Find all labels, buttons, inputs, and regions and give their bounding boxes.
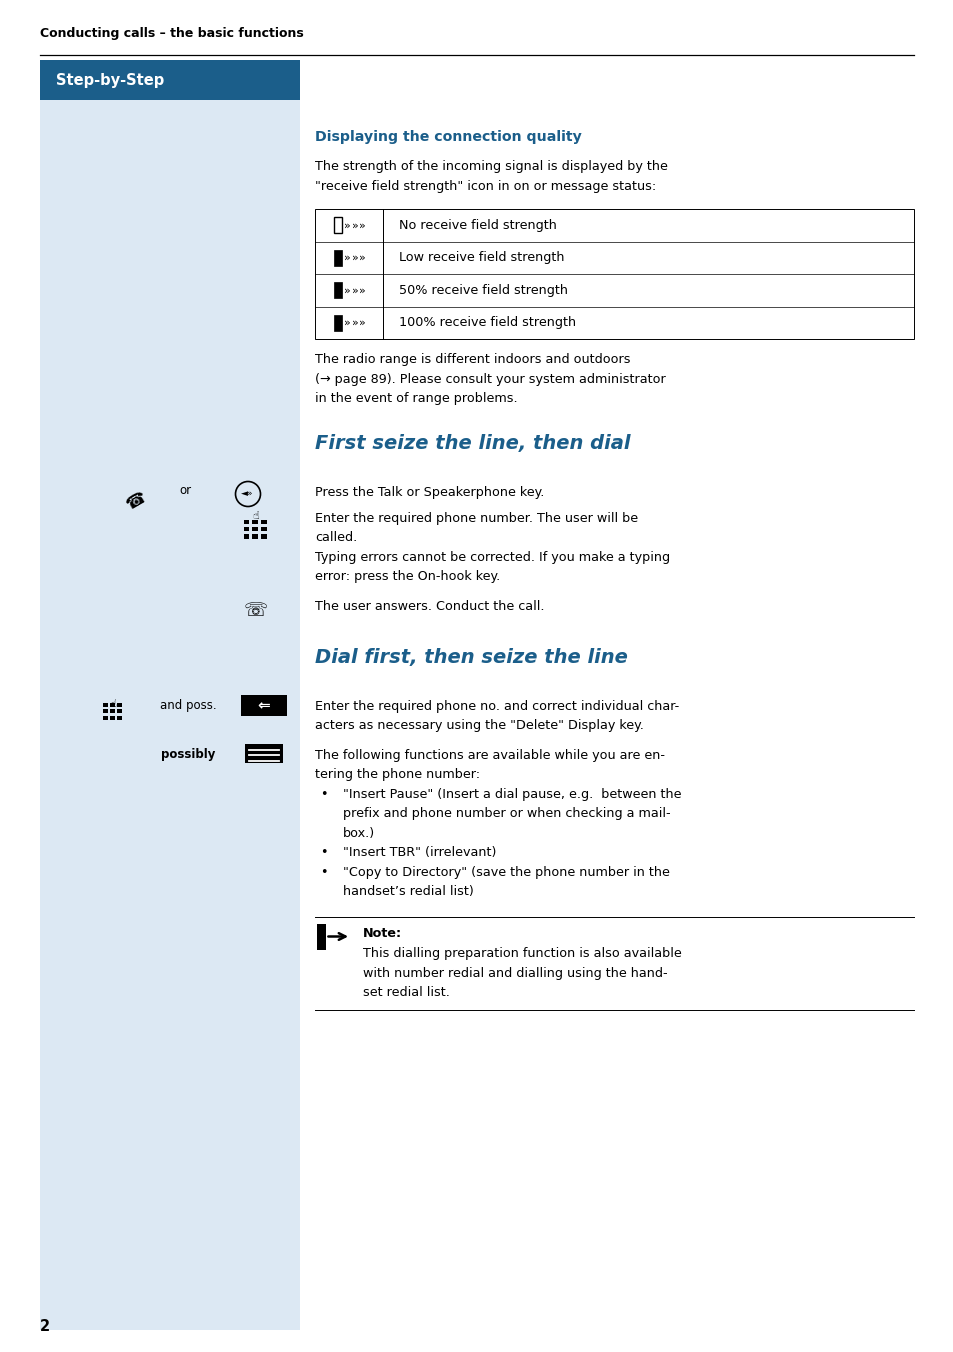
Text: prefix and phone number or when checking a mail-: prefix and phone number or when checking… — [343, 807, 670, 821]
Bar — [240, 695, 286, 717]
Bar — [244, 534, 249, 538]
Bar — [103, 703, 108, 707]
Bar — [110, 703, 115, 707]
Text: and poss.: and poss. — [160, 699, 216, 711]
Text: Displaying the connection quality: Displaying the connection quality — [314, 130, 581, 145]
Bar — [334, 218, 341, 234]
Bar — [40, 59, 299, 1330]
Text: The radio range is different indoors and outdoors: The radio range is different indoors and… — [314, 353, 630, 366]
Bar — [103, 715, 108, 719]
Bar — [314, 210, 913, 339]
Bar — [244, 744, 282, 763]
Bar — [316, 923, 325, 949]
Text: box.): box.) — [343, 826, 375, 840]
Text: error: press the On-hook key.: error: press the On-hook key. — [314, 571, 499, 583]
Bar — [334, 250, 341, 266]
Text: ◄»: ◄» — [240, 489, 253, 498]
Text: set redial list.: set redial list. — [363, 986, 450, 999]
Bar — [261, 527, 267, 531]
Text: ☝: ☝ — [253, 511, 259, 521]
Text: tering the phone number:: tering the phone number: — [314, 768, 479, 781]
Text: ☏: ☏ — [243, 600, 268, 619]
Text: (→ page 89). Please consult your system administrator: (→ page 89). Please consult your system … — [314, 373, 665, 385]
Text: or: or — [179, 484, 192, 496]
Bar — [110, 715, 115, 719]
Bar — [244, 519, 249, 523]
Text: 100% receive field strength: 100% receive field strength — [398, 316, 576, 330]
Text: »: » — [352, 220, 358, 230]
Text: "Insert Pause" (Insert a dial pause, e.g.  between the: "Insert Pause" (Insert a dial pause, e.g… — [343, 787, 680, 800]
Text: »: » — [352, 285, 358, 295]
Bar — [103, 710, 108, 713]
Text: •: • — [319, 865, 327, 879]
Text: »: » — [358, 318, 366, 327]
Text: Low receive field strength: Low receive field strength — [398, 251, 564, 264]
Bar — [253, 519, 258, 523]
Text: »: » — [344, 220, 351, 230]
Text: with number redial and dialling using the hand-: with number redial and dialling using th… — [363, 967, 667, 979]
Text: First seize the line, then dial: First seize the line, then dial — [314, 434, 630, 453]
Text: Dial first, then seize the line: Dial first, then seize the line — [314, 648, 627, 667]
Text: ☎: ☎ — [123, 488, 150, 514]
Bar — [253, 527, 258, 531]
Text: No receive field strength: No receive field strength — [398, 219, 557, 231]
Text: handset’s redial list): handset’s redial list) — [343, 886, 474, 898]
Bar — [253, 534, 258, 538]
Text: This dialling preparation function is also available: This dialling preparation function is al… — [363, 946, 681, 960]
Bar — [261, 534, 267, 538]
Text: Enter the required phone number. The user will be: Enter the required phone number. The use… — [314, 511, 638, 525]
Bar — [334, 283, 341, 299]
Text: ⇐: ⇐ — [257, 698, 270, 713]
Text: Conducting calls – the basic functions: Conducting calls – the basic functions — [40, 27, 303, 41]
Text: »: » — [344, 253, 351, 262]
Text: Typing errors cannot be corrected. If you make a typing: Typing errors cannot be corrected. If yo… — [314, 550, 669, 564]
Text: Step-by-Step: Step-by-Step — [56, 73, 164, 88]
Bar — [261, 519, 267, 523]
Bar — [117, 715, 122, 719]
Text: »: » — [352, 253, 358, 262]
Text: The user answers. Conduct the call.: The user answers. Conduct the call. — [314, 599, 544, 612]
Text: 2: 2 — [40, 1320, 51, 1334]
Text: 50% receive field strength: 50% receive field strength — [398, 284, 567, 296]
Bar — [40, 59, 299, 100]
Text: •: • — [319, 846, 327, 859]
Text: acters as necessary using the "Delete" Display key.: acters as necessary using the "Delete" D… — [314, 719, 643, 731]
Text: called.: called. — [314, 531, 356, 544]
Text: ☝: ☝ — [110, 699, 115, 708]
Text: »: » — [344, 318, 351, 327]
Text: in the event of range problems.: in the event of range problems. — [314, 392, 517, 406]
Bar — [334, 315, 341, 331]
Text: »: » — [358, 253, 366, 262]
Bar — [244, 527, 249, 531]
Bar — [117, 703, 122, 707]
Text: possibly: possibly — [161, 748, 215, 761]
Text: "Copy to Directory" (save the phone number in the: "Copy to Directory" (save the phone numb… — [343, 865, 669, 879]
Text: Note:: Note: — [363, 926, 402, 940]
Text: »: » — [358, 285, 366, 295]
Text: •: • — [319, 787, 327, 800]
Bar — [117, 710, 122, 713]
Text: »: » — [352, 318, 358, 327]
Text: Press the Talk or Speakerphone key.: Press the Talk or Speakerphone key. — [314, 485, 544, 499]
Text: The strength of the incoming signal is displayed by the: The strength of the incoming signal is d… — [314, 160, 667, 173]
Text: "receive field strength" icon in on or message status:: "receive field strength" icon in on or m… — [314, 180, 656, 192]
Text: The following functions are available while you are en-: The following functions are available wh… — [314, 749, 664, 761]
Text: Enter the required phone no. and correct individual char-: Enter the required phone no. and correct… — [314, 699, 679, 713]
Text: »: » — [344, 285, 351, 295]
Text: "Insert TBR" (irrelevant): "Insert TBR" (irrelevant) — [343, 846, 496, 859]
Text: »: » — [358, 220, 366, 230]
Bar — [110, 710, 115, 713]
